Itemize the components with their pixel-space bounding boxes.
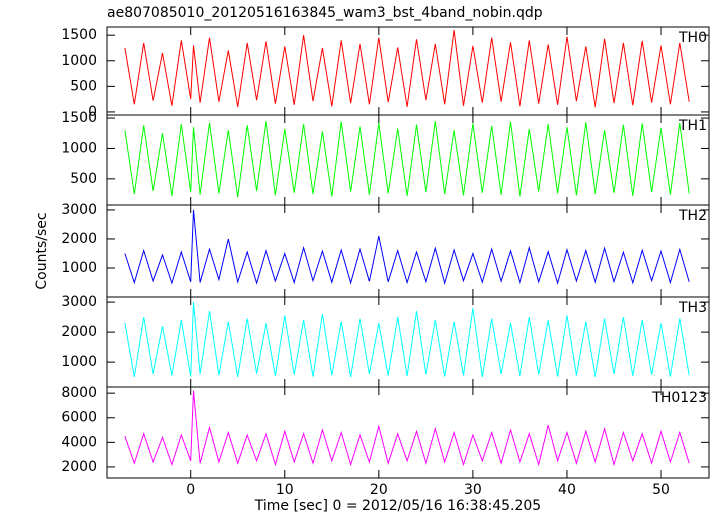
panel-label: TH0	[678, 30, 707, 46]
x-axis-label: Time [sec] 0 = 2012/05/16 16:38:45.205	[254, 498, 541, 514]
y-tick-label: 1000	[61, 260, 97, 276]
y-tick-label: 1000	[61, 53, 97, 69]
y-tick-label: 2000	[61, 324, 97, 340]
light-curve	[124, 30, 690, 108]
y-tick-label: 1000	[61, 140, 97, 156]
panel-label: TH2	[678, 208, 707, 224]
light-curve	[124, 209, 690, 285]
x-tick-label: 20	[370, 482, 388, 498]
light-curve	[124, 390, 690, 467]
y-axis-label: Counts/sec	[34, 212, 50, 289]
y-tick-label: 8000	[61, 385, 97, 401]
x-tick-label: 0	[186, 482, 195, 498]
y-tick-label: 2000	[61, 231, 97, 247]
light-curve	[124, 302, 690, 378]
x-tick-label: 50	[652, 482, 670, 498]
y-tick-label: 0	[88, 104, 97, 120]
y-tick-label: 6000	[61, 410, 97, 426]
y-tick-label: 1000	[61, 354, 97, 370]
y-tick-label: 1500	[61, 110, 97, 126]
panel-frame	[106, 386, 710, 479]
y-tick-label: 3000	[61, 202, 97, 218]
x-tick-label: 10	[276, 482, 294, 498]
y-tick-label: 4000	[61, 434, 97, 450]
chart-title: ae807085010_20120516163845_wam3_bst_4ban…	[107, 5, 543, 21]
x-tick-label: 40	[558, 482, 576, 498]
y-tick-label: 1500	[61, 27, 97, 43]
y-tick-label: 500	[70, 78, 97, 94]
light-curve	[124, 121, 690, 198]
panel-label: TH0123	[651, 390, 707, 406]
panel-label: TH3	[678, 300, 707, 316]
panel-label: TH1	[678, 118, 707, 134]
y-tick-label: 3000	[61, 294, 97, 310]
y-tick-label: 500	[70, 171, 97, 187]
y-tick-label: 2000	[61, 459, 97, 475]
x-tick-label: 30	[464, 482, 482, 498]
